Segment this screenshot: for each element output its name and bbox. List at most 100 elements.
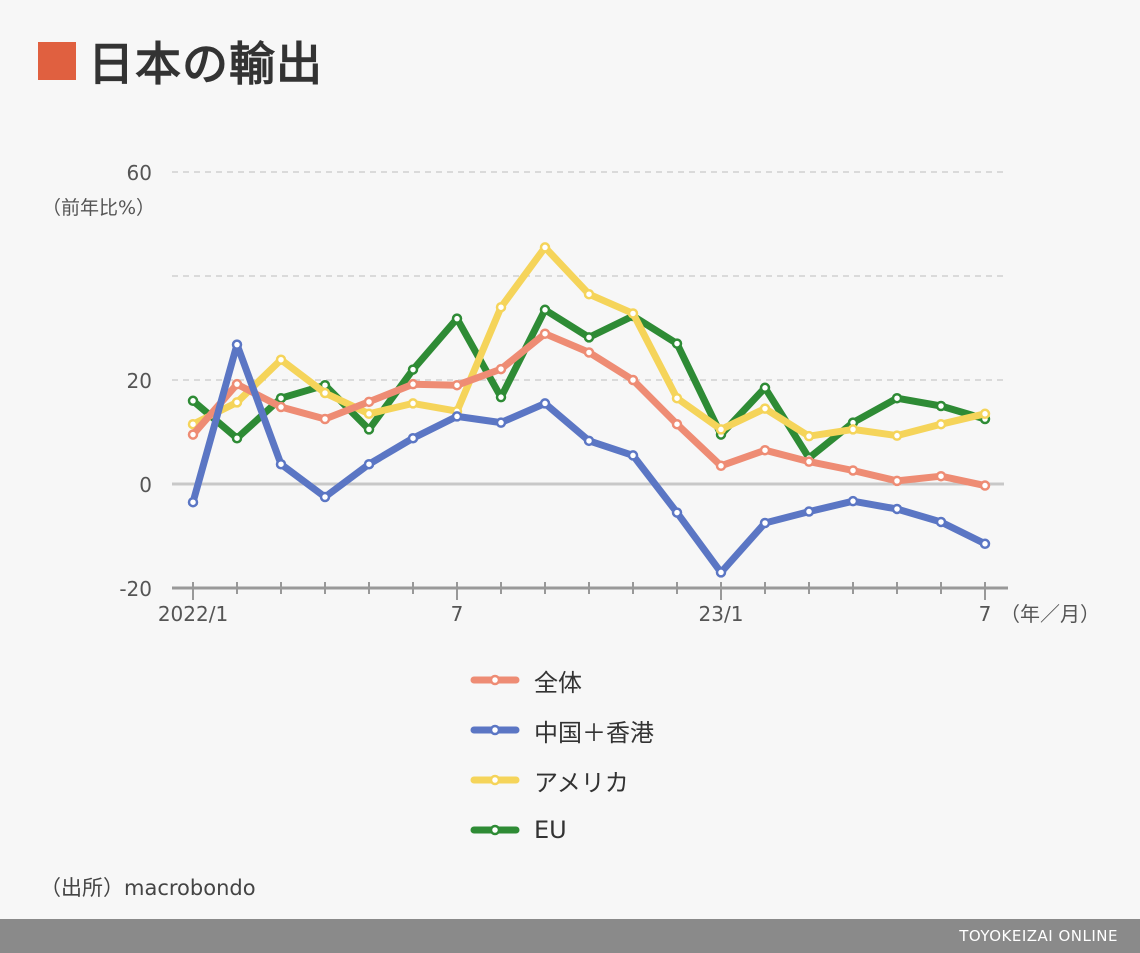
data-point — [935, 418, 947, 430]
data-point — [187, 418, 199, 430]
legend-swatch-china-hk — [470, 724, 520, 736]
series-layer — [187, 242, 991, 578]
axis-layer: 60 20 0 -20 （前年比%） 2022/1 7 23/1 7 （年／月） — [42, 161, 1100, 626]
data-point — [715, 567, 727, 578]
data-point — [407, 364, 419, 375]
data-point — [847, 465, 859, 476]
legend-label-china-hk: 中国＋香港 — [534, 718, 654, 747]
data-point — [583, 347, 595, 358]
data-point — [759, 403, 771, 414]
source-note: （出所）macrobondo — [40, 876, 256, 900]
data-point — [627, 450, 639, 461]
chart-title: 日本の輸出 — [38, 28, 323, 94]
legend-item-china-hk: 中国＋香港 — [470, 705, 654, 755]
data-point — [495, 391, 507, 403]
legend-swatch-eu — [470, 824, 520, 836]
data-point — [979, 538, 991, 550]
data-point — [363, 424, 375, 435]
legend-label-eu: EU — [534, 816, 567, 844]
data-point — [759, 517, 771, 529]
data-point — [891, 392, 903, 404]
data-point — [451, 379, 463, 391]
series-1 — [187, 242, 991, 442]
data-point — [671, 392, 683, 404]
data-point — [319, 387, 331, 399]
data-point — [759, 382, 771, 394]
legend: 全体 中国＋香港 アメリカ EU — [470, 655, 654, 855]
data-point — [759, 444, 771, 456]
series-3 — [187, 339, 991, 578]
data-point — [627, 374, 639, 386]
legend-item-usa: アメリカ — [470, 755, 654, 805]
y-tick-label: 0 — [139, 473, 152, 497]
data-point — [407, 378, 419, 390]
data-point — [935, 400, 947, 412]
data-point — [935, 470, 947, 482]
data-point — [539, 328, 551, 339]
data-point — [583, 288, 595, 300]
data-point — [847, 424, 859, 435]
data-point — [275, 354, 287, 365]
data-point — [935, 516, 947, 528]
data-point — [363, 396, 375, 408]
data-point — [979, 408, 991, 420]
data-point — [187, 395, 199, 407]
data-point — [407, 432, 419, 444]
data-point — [627, 308, 639, 319]
data-point — [847, 495, 859, 507]
legend-swatch-total — [470, 674, 520, 686]
data-point — [891, 503, 903, 515]
data-point — [231, 397, 243, 408]
data-point — [451, 411, 463, 422]
x-tick-label: 7 — [451, 602, 464, 626]
series-2 — [187, 328, 991, 491]
data-point — [187, 429, 199, 440]
x-axis-unit-label: （年／月） — [1000, 602, 1100, 626]
data-point — [495, 363, 507, 375]
data-point — [539, 242, 551, 253]
data-point — [891, 430, 903, 441]
y-tick-label: 20 — [127, 369, 152, 393]
x-tick-label: 7 — [979, 602, 992, 626]
title-marker-square — [38, 42, 76, 80]
data-point — [495, 301, 507, 313]
data-point — [231, 432, 243, 444]
legend-item-eu: EU — [470, 805, 654, 855]
data-point — [715, 424, 727, 435]
footer-bar: TOYOKEIZAI ONLINE — [0, 919, 1140, 953]
line-chart: 60 20 0 -20 （前年比%） 2022/1 7 23/1 7 （年／月） — [42, 161, 1100, 626]
data-point — [891, 475, 903, 487]
data-point — [715, 460, 727, 472]
data-point — [671, 418, 683, 430]
data-point — [803, 456, 815, 467]
legend-swatch-usa — [470, 774, 520, 786]
data-point — [979, 480, 991, 491]
data-point — [539, 398, 551, 409]
data-point — [495, 417, 507, 428]
y-tick-label: -20 — [119, 577, 152, 601]
data-point — [583, 332, 595, 343]
legend-label-total: 全体 — [534, 668, 582, 697]
x-tick-label: 23/1 — [699, 602, 744, 626]
data-point — [275, 392, 287, 404]
data-point — [583, 435, 595, 447]
data-point — [803, 430, 815, 442]
data-point — [275, 458, 287, 470]
data-point — [231, 339, 243, 350]
y-axis-unit-label: （前年比%） — [42, 197, 155, 219]
data-point — [187, 496, 199, 508]
legend-label-usa: アメリカ — [534, 768, 629, 797]
data-point — [319, 413, 331, 425]
data-point — [671, 338, 683, 349]
x-tick-label: 2022/1 — [158, 602, 228, 626]
title-text: 日本の輸出 — [88, 37, 323, 91]
data-point — [407, 398, 419, 409]
y-tick-label: 60 — [127, 161, 152, 185]
data-point — [363, 408, 375, 420]
data-point — [451, 313, 463, 324]
footer-brand: TOYOKEIZAI ONLINE — [959, 927, 1118, 945]
data-point — [363, 458, 375, 470]
data-point — [803, 506, 815, 517]
data-point — [539, 304, 551, 316]
data-point — [231, 378, 243, 390]
